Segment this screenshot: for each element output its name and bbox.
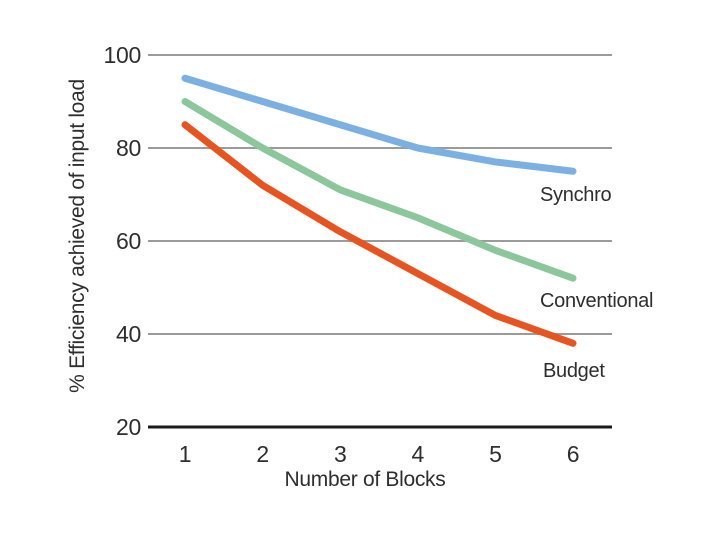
series-line-budget (181, 121, 577, 347)
y-tick-label-60: 60 (116, 228, 141, 254)
y-tick-label-20: 20 (116, 414, 141, 440)
y-tick-label-80: 80 (116, 135, 141, 161)
x-tick-label-1: 1 (179, 441, 192, 467)
series-label-synchro: Synchro (540, 184, 612, 206)
y-axis-title: % Efficiency achieved of input load (66, 79, 89, 393)
x-axis-title: Number of Blocks (284, 468, 446, 491)
series-line-conventional (181, 98, 577, 282)
series-label-conventional: Conventional (540, 290, 654, 312)
x-tick-label-3: 3 (334, 441, 347, 467)
y-tick-label-40: 40 (116, 321, 141, 347)
x-tick-label-2: 2 (256, 441, 269, 467)
series-line-synchro (181, 74, 577, 175)
x-tick-label-5: 5 (489, 441, 502, 467)
series-label-budget: Budget (543, 360, 605, 382)
y-tick-label-100: 100 (104, 42, 141, 68)
x-tick-label-6: 6 (567, 441, 580, 467)
x-tick-label-4: 4 (412, 441, 425, 467)
